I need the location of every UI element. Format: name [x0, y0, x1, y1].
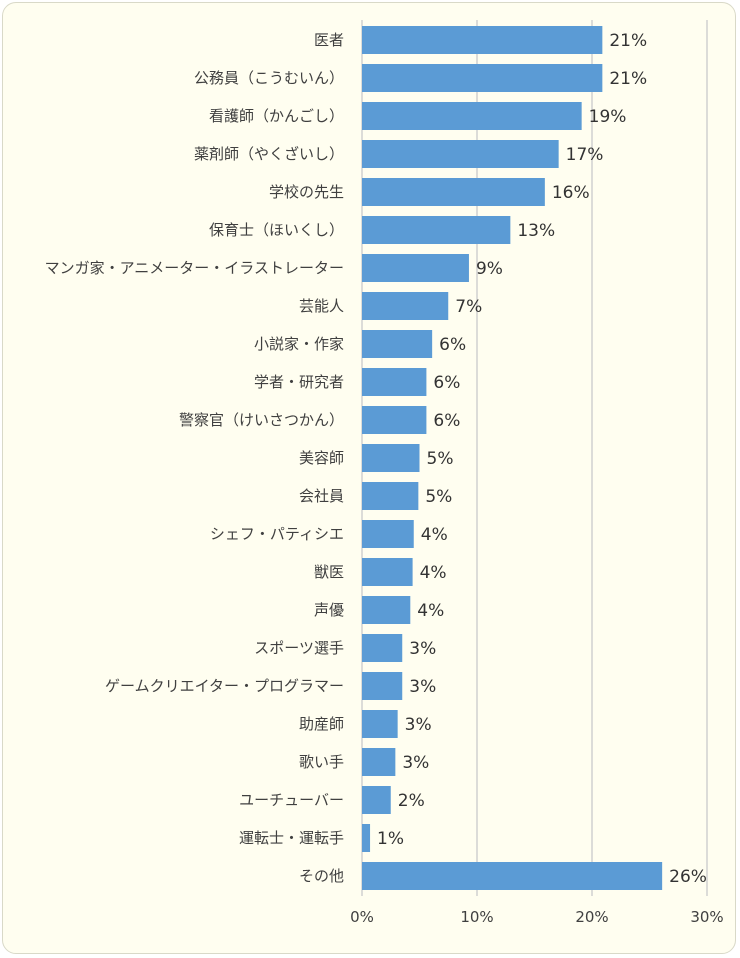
category-label: ゲームクリエイター・プログラマー	[105, 677, 344, 695]
data-label: 2%	[398, 791, 425, 811]
category-label: 学校の先生	[269, 183, 344, 201]
bar	[362, 292, 449, 320]
bar	[362, 178, 545, 206]
bar	[362, 520, 414, 548]
bar	[362, 64, 603, 92]
data-label: 4%	[421, 525, 448, 545]
category-label: 美容師	[299, 449, 344, 467]
data-label: 3%	[409, 677, 436, 697]
data-label: 21%	[609, 31, 647, 51]
data-label: 26%	[669, 867, 707, 887]
bar	[362, 824, 371, 852]
data-label: 9%	[476, 259, 503, 279]
category-label: 薬剤師（やくざいし）	[194, 145, 344, 163]
data-label: 16%	[552, 183, 590, 203]
category-label: 獣医	[314, 563, 344, 581]
category-label: 会社員	[299, 487, 344, 505]
category-label: 学者・研究者	[254, 373, 344, 391]
bar	[362, 26, 603, 54]
category-label: 運転士・運転手	[239, 829, 344, 847]
bar	[362, 748, 396, 776]
data-label: 7%	[455, 297, 482, 317]
data-label: 3%	[405, 715, 432, 735]
data-label: 19%	[589, 107, 627, 127]
category-label: 医者	[314, 31, 344, 49]
category-label: 保育士（ほいくし）	[209, 221, 344, 239]
data-label: 3%	[409, 639, 436, 659]
bar	[362, 862, 663, 890]
category-label: 歌い手	[299, 753, 344, 771]
category-label: 小説家・作家	[254, 335, 344, 353]
bar	[362, 786, 391, 814]
category-label: 声優	[314, 601, 344, 619]
bar	[362, 672, 403, 700]
bar	[362, 558, 413, 586]
category-label: 芸能人	[299, 297, 344, 315]
bar	[362, 634, 403, 662]
data-label: 5%	[427, 449, 454, 469]
data-label: 21%	[609, 69, 647, 89]
data-label: 4%	[417, 601, 444, 621]
data-label: 6%	[439, 335, 466, 355]
category-label: マンガ家・アニメーター・イラストレーター	[45, 259, 344, 277]
data-label: 13%	[517, 221, 555, 241]
data-label: 1%	[377, 829, 404, 849]
category-label: その他	[299, 867, 344, 885]
category-label: 公務員（こうむいん）	[194, 69, 344, 87]
category-label: 助産師	[299, 715, 344, 733]
x-tick-label: 20%	[575, 908, 608, 926]
bar	[362, 482, 419, 510]
data-label: 5%	[425, 487, 452, 507]
data-label: 6%	[433, 373, 460, 393]
category-label: 警察官（けいさつかん）	[179, 411, 344, 429]
x-tick-label: 0%	[350, 908, 374, 926]
bar	[362, 330, 433, 358]
data-label: 3%	[402, 753, 429, 773]
x-tick-label: 30%	[690, 908, 723, 926]
data-label: 17%	[566, 145, 604, 165]
bar	[362, 710, 398, 738]
bar	[362, 444, 420, 472]
bar	[362, 216, 511, 244]
data-label: 6%	[433, 411, 460, 431]
bar	[362, 596, 411, 624]
bar	[362, 102, 582, 130]
category-label: シェフ・パティシエ	[210, 525, 344, 543]
bar	[362, 406, 427, 434]
category-label: スポーツ選手	[254, 639, 344, 657]
bar	[362, 368, 427, 396]
data-label: 4%	[420, 563, 447, 583]
bar	[362, 140, 559, 168]
category-label: ユーチューバー	[239, 791, 344, 809]
bar	[362, 254, 469, 282]
category-label: 看護師（かんごし）	[209, 107, 344, 125]
x-tick-label: 10%	[460, 908, 493, 926]
